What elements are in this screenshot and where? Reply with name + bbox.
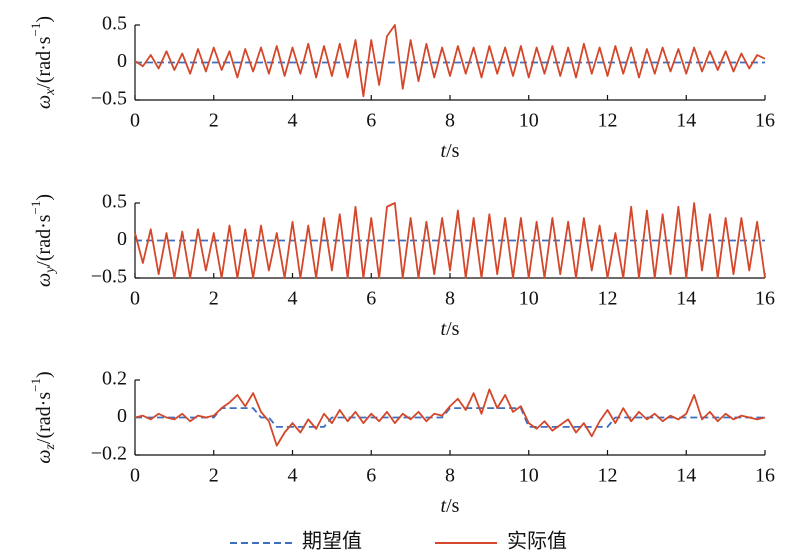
y-tick-label: 0.5 bbox=[102, 191, 127, 213]
y-tick-label: 0 bbox=[117, 50, 127, 72]
y-tick-label: 0.5 bbox=[102, 13, 127, 35]
x-tick-label: 10 bbox=[519, 110, 539, 132]
x-tick-label: 8 bbox=[445, 110, 455, 132]
x-tick-label: 2 bbox=[209, 465, 219, 487]
x-tick-label: 6 bbox=[366, 110, 376, 132]
x-tick-label: 10 bbox=[519, 465, 539, 487]
y-axis-label: ωx/(rad·s−1) bbox=[28, 16, 58, 109]
y-label-sub: z bbox=[43, 444, 58, 451]
data-line bbox=[134, 388, 766, 447]
x-tick-label: 2 bbox=[209, 110, 219, 132]
x-tick-label: 2 bbox=[209, 288, 219, 310]
data-line bbox=[134, 24, 766, 98]
x-tick-label: 6 bbox=[366, 288, 376, 310]
y-tick-label: 0 bbox=[117, 405, 127, 427]
x-label-unit: /s bbox=[446, 140, 460, 162]
y-tick-label: −0.5 bbox=[91, 88, 127, 110]
data-line bbox=[134, 202, 766, 279]
y-label-unit: /(rad·s bbox=[33, 214, 55, 266]
y-tick-label: −0.2 bbox=[91, 443, 127, 465]
x-tick-label: 6 bbox=[366, 465, 376, 487]
x-tick-label: 8 bbox=[445, 465, 455, 487]
x-tick-label: 14 bbox=[676, 288, 696, 310]
y-tick-label: 0.2 bbox=[102, 368, 127, 390]
y-label-sup: −1 bbox=[28, 201, 43, 215]
x-label-var: t bbox=[441, 495, 447, 517]
y-label-close: ) bbox=[33, 194, 55, 201]
y-label-sup: −1 bbox=[28, 378, 43, 392]
x-tick-label: 8 bbox=[445, 288, 455, 310]
x-tick-label: 0 bbox=[130, 110, 140, 132]
y-label-sup: −1 bbox=[28, 23, 43, 37]
x-tick-label: 14 bbox=[676, 465, 696, 487]
x-tick-label: 4 bbox=[288, 288, 298, 310]
y-tick-label: −0.5 bbox=[91, 266, 127, 288]
x-tick-label: 10 bbox=[519, 288, 539, 310]
y-label-sub: y bbox=[43, 266, 58, 275]
x-tick-label: 16 bbox=[755, 288, 775, 310]
y-label-sub: x bbox=[43, 88, 58, 96]
y-label-close: ) bbox=[33, 16, 55, 23]
y-label-symbol: ω bbox=[33, 450, 55, 464]
y-label-symbol: ω bbox=[33, 95, 55, 109]
y-label-close: ) bbox=[33, 371, 55, 378]
x-tick-label: 4 bbox=[288, 465, 298, 487]
y-label-unit: /(rad·s bbox=[33, 36, 55, 88]
x-tick-label: 4 bbox=[288, 110, 298, 132]
x-tick-label: 12 bbox=[598, 288, 618, 310]
x-label-var: t bbox=[441, 318, 447, 340]
y-tick-label: 0 bbox=[117, 228, 127, 250]
legend-label: 实际值 bbox=[507, 530, 567, 553]
x-axis-label: t/s bbox=[441, 495, 460, 517]
y-axis-label: ωz/(rad·s−1) bbox=[28, 371, 58, 463]
x-tick-label: 12 bbox=[598, 110, 618, 132]
data-line bbox=[135, 407, 765, 428]
x-label-unit: /s bbox=[446, 495, 460, 517]
y-axis-label: ωy/(rad·s−1) bbox=[28, 194, 58, 287]
y-label-unit: /(rad·s bbox=[33, 392, 55, 444]
legend-label: 期望值 bbox=[302, 530, 362, 553]
x-label-unit: /s bbox=[446, 318, 460, 340]
x-tick-label: 0 bbox=[130, 465, 140, 487]
x-tick-label: 16 bbox=[755, 465, 775, 487]
x-axis-label: t/s bbox=[441, 318, 460, 340]
x-tick-label: 0 bbox=[130, 288, 140, 310]
x-label-var: t bbox=[441, 140, 447, 162]
x-tick-label: 16 bbox=[755, 110, 775, 132]
x-axis-label: t/s bbox=[441, 140, 460, 162]
y-label-symbol: ω bbox=[33, 273, 55, 287]
x-tick-label: 14 bbox=[676, 110, 696, 132]
x-tick-label: 12 bbox=[598, 465, 618, 487]
